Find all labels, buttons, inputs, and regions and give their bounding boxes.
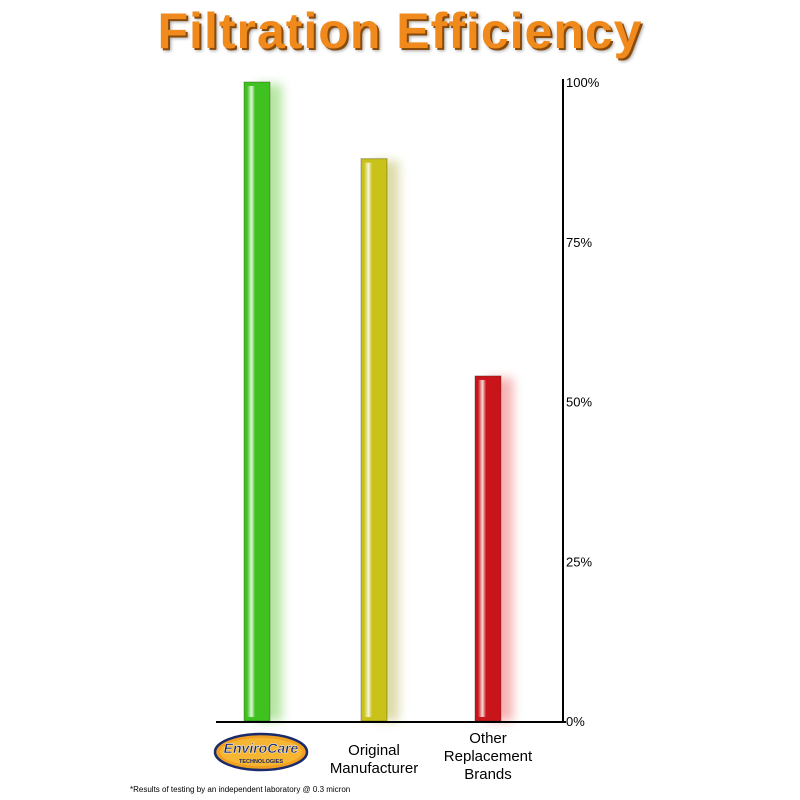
bar-highlight [478, 379, 496, 717]
bar-highlight [247, 86, 265, 717]
x-tick-label: Other [469, 730, 507, 747]
y-tick-label: 25% [566, 554, 592, 569]
footnote: *Results of testing by an independent la… [130, 785, 351, 794]
y-tick-label: 100% [566, 75, 600, 90]
chart-title: Filtration Efficiency [157, 3, 643, 59]
envirocare-logo: EnviroCare TECHNOLOGIES [213, 732, 309, 772]
x-tick-label: Original [348, 742, 400, 759]
bar-highlight [364, 162, 382, 717]
x-tick-label: Manufacturer [330, 760, 418, 777]
y-tick-label: 75% [566, 235, 592, 250]
x-tick-label: Replacement [444, 748, 533, 765]
y-tick-label: 0% [566, 714, 585, 729]
y-tick-label: 50% [566, 395, 592, 410]
svg-text:EnviroCare: EnviroCare [224, 740, 299, 756]
svg-text:TECHNOLOGIES: TECHNOLOGIES [239, 759, 283, 765]
x-tick-label: Brands [464, 766, 512, 783]
